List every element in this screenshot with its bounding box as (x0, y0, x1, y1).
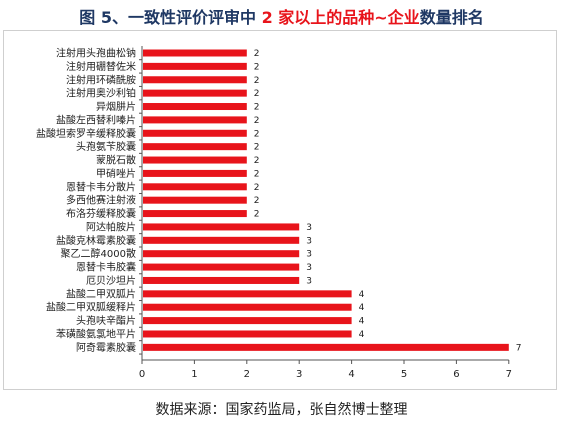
bar (143, 250, 300, 258)
category-label: 注射用头孢曲松钠 (56, 47, 136, 60)
bar (143, 62, 247, 70)
bar (143, 183, 247, 191)
chart-title: 图 5、一致性评价评审中 2 家以上的品种~企业数量排名 (0, 4, 563, 28)
x-tick-label: 0 (139, 369, 145, 380)
category-label: 厄贝沙坦片 (86, 274, 136, 287)
data-label: 4 (359, 303, 365, 313)
x-tick-label: 5 (401, 369, 407, 380)
bar (143, 223, 300, 231)
bar (143, 343, 509, 351)
category-label: 恩替卡韦胶囊 (76, 261, 136, 274)
category-label: 阿奇霉素胶囊 (76, 341, 136, 354)
data-label: 3 (306, 263, 312, 273)
category-label: 盐酸坦索罗辛缓释胶囊 (36, 127, 136, 140)
category-label: 蒙脱石散 (96, 154, 136, 167)
x-tick-label: 4 (348, 369, 354, 380)
data-label: 7 (516, 343, 522, 353)
data-label: 2 (254, 196, 260, 206)
category-label: 异烟肼片 (96, 100, 136, 113)
category-label: 聚乙二醇4000散 (61, 247, 136, 260)
data-label: 4 (359, 330, 365, 340)
x-tick-label: 1 (191, 369, 197, 380)
data-label: 3 (306, 276, 312, 286)
bar-chart: 0 1 2 3 4 5 6 7 注射用头孢曲松钠 2 注射用硼替佐米 2 注射用环磷酰胺 2 注射用奥沙利铂… (36, 46, 522, 380)
category-label: 注射用硼替佐米 (66, 60, 136, 73)
category-label: 头孢呋辛酯片 (76, 314, 136, 327)
category-label: 苯磺酸氨氯地平片 (56, 327, 136, 340)
category-label: 注射用奥沙利铂 (66, 87, 136, 100)
data-label: 2 (254, 156, 260, 166)
bar (143, 103, 247, 111)
bar (143, 263, 300, 271)
category-label: 阿达帕胺片 (86, 220, 136, 233)
data-label: 2 (254, 76, 260, 86)
source-note: 数据来源：国家药监局，张自然博士整理 (155, 402, 408, 418)
bar (143, 49, 247, 57)
data-label: 2 (254, 116, 260, 126)
bar (143, 169, 247, 177)
title-suffix: 数量排名 (419, 8, 484, 27)
bar (143, 330, 352, 338)
category-label: 注射用环磷酰胺 (66, 73, 136, 86)
data-label: 2 (254, 89, 260, 99)
chart-area-border (3, 30, 557, 390)
bar (143, 290, 352, 298)
bar (143, 143, 247, 151)
category-label: 盐酸克林霉素胶囊 (56, 234, 136, 247)
x-tick-label: 7 (506, 369, 512, 380)
category-label: 盐酸二甲双胍缓释片 (46, 301, 136, 314)
data-label: 2 (254, 62, 260, 72)
data-label: 2 (254, 129, 260, 139)
title-highlight: 2 家以上的品种~企业 (261, 8, 420, 27)
data-label: 4 (359, 290, 365, 300)
data-label: 3 (306, 236, 312, 246)
data-label: 3 (306, 223, 312, 233)
x-tick-label: 6 (453, 369, 459, 380)
bar (143, 196, 247, 204)
data-label: 2 (254, 183, 260, 193)
category-label: 多西他赛注射液 (66, 194, 136, 207)
data-label: 2 (254, 103, 260, 113)
data-label: 4 (359, 317, 365, 327)
bar (143, 116, 247, 124)
category-label: 布洛芬缓释胶囊 (66, 207, 136, 220)
x-tick-label: 3 (296, 369, 302, 380)
bar (143, 210, 247, 218)
data-label: 2 (254, 49, 260, 59)
category-label: 盐酸二甲双胍片 (66, 287, 136, 300)
bar (143, 129, 247, 137)
bar (143, 76, 247, 84)
category-label: 甲硝唑片 (96, 167, 136, 180)
bar (143, 303, 352, 311)
title-prefix: 图 5、一致性评价评审中 (79, 8, 262, 27)
data-label: 2 (254, 143, 260, 153)
bar (143, 156, 247, 164)
data-label: 2 (254, 210, 260, 220)
data-label: 3 (306, 250, 312, 260)
x-tick-label: 2 (244, 369, 250, 380)
bar (143, 317, 352, 325)
category-label: 头孢氨苄胶囊 (76, 140, 136, 153)
bar (143, 89, 247, 97)
category-label: 恩替卡韦分散片 (66, 180, 136, 193)
bar (143, 276, 300, 284)
category-label: 盐酸左西替利嗪片 (56, 113, 136, 126)
bar (143, 236, 300, 244)
data-label: 2 (254, 169, 260, 179)
